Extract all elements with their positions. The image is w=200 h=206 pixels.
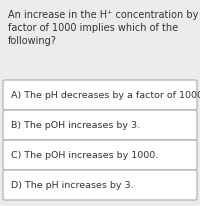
- FancyBboxPatch shape: [3, 81, 197, 110]
- Text: C) The pOH increases by 1000.: C) The pOH increases by 1000.: [11, 151, 158, 160]
- Text: An increase in the H⁺ concentration by a: An increase in the H⁺ concentration by a: [8, 10, 200, 20]
- Text: A) The pH decreases by a factor of 1000.: A) The pH decreases by a factor of 1000.: [11, 91, 200, 100]
- Text: following?: following?: [8, 36, 57, 46]
- FancyBboxPatch shape: [3, 140, 197, 170]
- Text: factor of 1000 implies which of the: factor of 1000 implies which of the: [8, 23, 178, 33]
- Text: D) The pH increases by 3.: D) The pH increases by 3.: [11, 181, 134, 190]
- FancyBboxPatch shape: [3, 110, 197, 140]
- Text: B) The pOH increases by 3.: B) The pOH increases by 3.: [11, 121, 140, 130]
- FancyBboxPatch shape: [3, 170, 197, 200]
